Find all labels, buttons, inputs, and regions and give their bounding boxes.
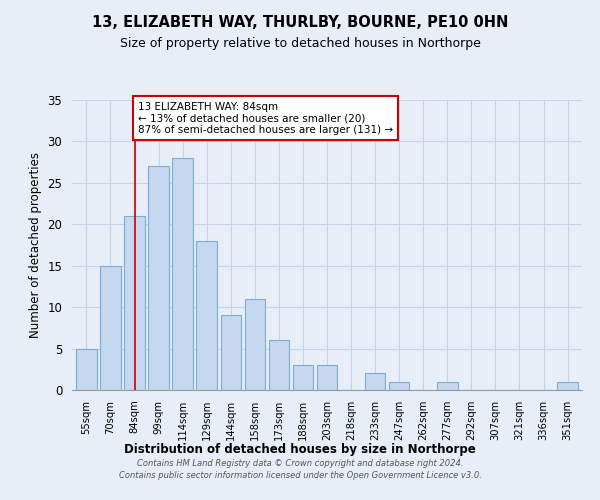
Text: 13 ELIZABETH WAY: 84sqm
← 13% of detached houses are smaller (20)
87% of semi-de: 13 ELIZABETH WAY: 84sqm ← 13% of detache…	[138, 102, 393, 135]
Text: 13, ELIZABETH WAY, THURLBY, BOURNE, PE10 0HN: 13, ELIZABETH WAY, THURLBY, BOURNE, PE10…	[92, 15, 508, 30]
Bar	[148, 166, 169, 390]
Bar	[293, 365, 313, 390]
Bar	[245, 299, 265, 390]
Bar	[100, 266, 121, 390]
Y-axis label: Number of detached properties: Number of detached properties	[29, 152, 42, 338]
Bar	[437, 382, 458, 390]
Text: Distribution of detached houses by size in Northorpe: Distribution of detached houses by size …	[124, 442, 476, 456]
Bar	[269, 340, 289, 390]
Bar	[557, 382, 578, 390]
Bar	[76, 348, 97, 390]
Bar	[221, 316, 241, 390]
Bar	[365, 374, 385, 390]
Text: Contains HM Land Registry data © Crown copyright and database right 2024.
Contai: Contains HM Land Registry data © Crown c…	[119, 458, 481, 480]
Bar	[317, 365, 337, 390]
Bar	[172, 158, 193, 390]
Bar	[196, 241, 217, 390]
Bar	[389, 382, 409, 390]
Text: Size of property relative to detached houses in Northorpe: Size of property relative to detached ho…	[119, 38, 481, 51]
Bar	[124, 216, 145, 390]
